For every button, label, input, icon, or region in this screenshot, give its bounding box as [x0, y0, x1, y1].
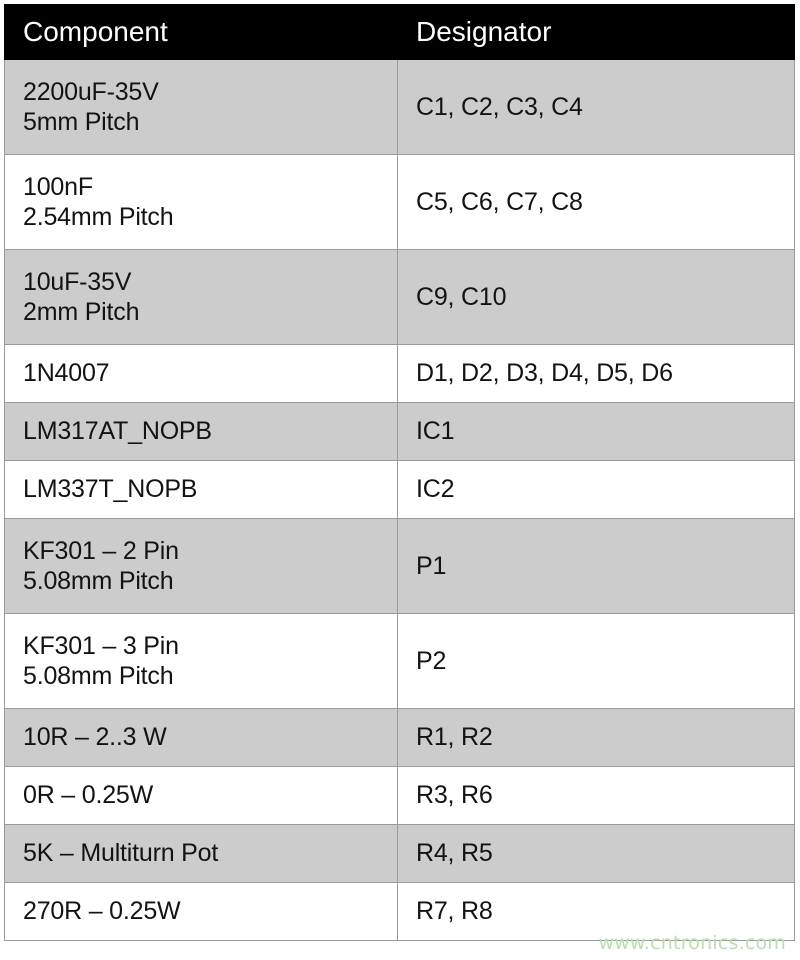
component-line: 10uF-35V — [23, 267, 132, 296]
component-line: 5mm Pitch — [23, 108, 140, 136]
designator-text: P1 — [416, 551, 447, 580]
cell-designator: P1 — [397, 518, 795, 614]
component-line: LM317AT_NOPB — [23, 417, 212, 446]
component-line: 5K – Multiturn Pot — [23, 839, 219, 868]
designator-text: C9, C10 — [416, 282, 507, 311]
component-text: 0R – 0.25W — [23, 780, 397, 811]
table-row: LM337T_NOPB IC2 — [4, 460, 795, 519]
cell-component: 1N4007 — [4, 344, 398, 403]
component-line: KF301 – 3 Pin — [23, 631, 179, 660]
table-row: 10R – 2..3 W R1, R2 — [4, 708, 795, 767]
cell-designator: C9, C10 — [397, 249, 795, 345]
designator-text: C5, C6, C7, C8 — [416, 187, 583, 216]
component-text: 1N4007 — [23, 358, 397, 389]
component-text: 10uF-35V 2mm Pitch — [23, 267, 397, 328]
designator-text: R3, R6 — [416, 781, 493, 810]
component-line: 10R – 2..3 W — [23, 723, 167, 752]
cell-component: 10R – 2..3 W — [4, 708, 398, 767]
table-row: 0R – 0.25W R3, R6 — [4, 766, 795, 825]
cell-designator: C5, C6, C7, C8 — [397, 154, 795, 250]
column-header-component: Component — [4, 4, 398, 60]
column-header-designator: Designator — [397, 4, 795, 60]
component-text: KF301 – 2 Pin 5.08mm Pitch — [23, 536, 397, 597]
component-line: 2200uF-35V — [23, 77, 159, 106]
designator-text: IC2 — [416, 475, 455, 504]
component-line: 5.08mm Pitch — [23, 662, 174, 690]
component-line: 100nF — [23, 172, 93, 201]
cell-designator: C1, C2, C3, C4 — [397, 59, 795, 155]
cell-component: 270R – 0.25W — [4, 882, 398, 941]
component-line: 270R – 0.25W — [23, 897, 181, 926]
component-line: 0R – 0.25W — [23, 781, 154, 810]
component-line: KF301 – 2 Pin — [23, 536, 179, 565]
designator-text: R7, R8 — [416, 897, 493, 926]
cell-component: 2200uF-35V 5mm Pitch — [4, 59, 398, 155]
cell-component: KF301 – 2 Pin 5.08mm Pitch — [4, 518, 398, 614]
component-text: 100nF 2.54mm Pitch — [23, 172, 397, 233]
table-row: 270R – 0.25W R7, R8 — [4, 882, 795, 941]
component-line: 2.54mm Pitch — [23, 203, 174, 231]
component-line: LM337T_NOPB — [23, 475, 198, 504]
component-text: 10R – 2..3 W — [23, 722, 397, 753]
cell-component: LM317AT_NOPB — [4, 402, 398, 461]
designator-text: C1, C2, C3, C4 — [416, 92, 583, 121]
table-row: 10uF-35V 2mm Pitch C9, C10 — [4, 249, 795, 345]
component-line: 1N4007 — [23, 359, 110, 388]
cell-component: 10uF-35V 2mm Pitch — [4, 249, 398, 345]
component-text: LM317AT_NOPB — [23, 416, 397, 447]
cell-designator: R1, R2 — [397, 708, 795, 767]
component-text: 5K – Multiturn Pot — [23, 838, 397, 869]
table-header-row: Component Designator — [4, 4, 795, 60]
cell-component: KF301 – 3 Pin 5.08mm Pitch — [4, 613, 398, 709]
component-text: 2200uF-35V 5mm Pitch — [23, 77, 397, 138]
designator-text: P2 — [416, 646, 447, 675]
cell-component: LM337T_NOPB — [4, 460, 398, 519]
table-row: KF301 – 3 Pin 5.08mm Pitch P2 — [4, 613, 795, 709]
designator-text: D1, D2, D3, D4, D5, D6 — [416, 359, 673, 388]
table-row: 5K – Multiturn Pot R4, R5 — [4, 824, 795, 883]
cell-designator: D1, D2, D3, D4, D5, D6 — [397, 344, 795, 403]
cell-designator: IC1 — [397, 402, 795, 461]
bill-of-materials-table: Component Designator 2200uF-35V 5mm Pitch… — [4, 4, 795, 941]
cell-designator: R4, R5 — [397, 824, 795, 883]
cell-component: 100nF 2.54mm Pitch — [4, 154, 398, 250]
table-header: Component Designator — [4, 4, 795, 60]
cell-designator: P2 — [397, 613, 795, 709]
component-line: 5.08mm Pitch — [23, 567, 174, 595]
component-text: 270R – 0.25W — [23, 896, 397, 927]
cell-component: 5K – Multiturn Pot — [4, 824, 398, 883]
component-text: KF301 – 3 Pin 5.08mm Pitch — [23, 631, 397, 692]
table-row: KF301 – 2 Pin 5.08mm Pitch P1 — [4, 518, 795, 614]
table-body: 2200uF-35V 5mm Pitch C1, C2, C3, C4 100nF 2.… — [4, 59, 795, 941]
designator-text: R1, R2 — [416, 723, 493, 752]
cell-designator: R3, R6 — [397, 766, 795, 825]
designator-text: IC1 — [416, 417, 455, 446]
component-text: LM337T_NOPB — [23, 474, 397, 505]
cell-designator: IC2 — [397, 460, 795, 519]
table-row: LM317AT_NOPB IC1 — [4, 402, 795, 461]
designator-text: R4, R5 — [416, 839, 493, 868]
table-row: 2200uF-35V 5mm Pitch C1, C2, C3, C4 — [4, 59, 795, 155]
cell-designator: R7, R8 — [397, 882, 795, 941]
table-row: 100nF 2.54mm Pitch C5, C6, C7, C8 — [4, 154, 795, 250]
cell-component: 0R – 0.25W — [4, 766, 398, 825]
component-line: 2mm Pitch — [23, 298, 140, 326]
table-row: 1N4007 D1, D2, D3, D4, D5, D6 — [4, 344, 795, 403]
